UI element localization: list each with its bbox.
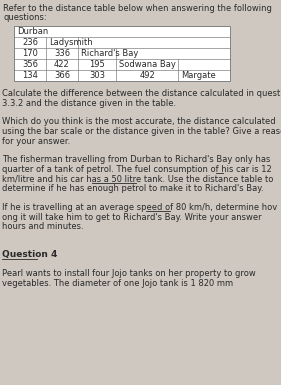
Text: km/litre and his car has a 50 litre tank. Use the distance table to: km/litre and his car has a 50 litre tank… [2,174,273,184]
Text: 336: 336 [54,49,70,58]
Text: 195: 195 [89,60,105,69]
Text: Richard's Bay: Richard's Bay [81,49,138,58]
Text: If he is travelling at an average speed of 80 km/h, determine hov: If he is travelling at an average speed … [2,203,277,212]
Text: questions:: questions: [3,13,47,22]
Text: ong it will take him to get to Richard's Bay. Write your answer: ong it will take him to get to Richard's… [2,213,262,221]
Text: 366: 366 [54,71,70,80]
Text: The fisherman travelling from Durban to Richard's Bay only has: The fisherman travelling from Durban to … [2,156,270,164]
Text: determine if he has enough petrol to make it to Richard's Bay.: determine if he has enough petrol to mak… [2,184,264,193]
Text: 422: 422 [54,60,70,69]
Text: 3.3.2 and the distance given in the table.: 3.3.2 and the distance given in the tabl… [2,99,176,107]
Text: 170: 170 [22,49,38,58]
Text: Sodwana Bay: Sodwana Bay [119,60,176,69]
Text: 236: 236 [22,38,38,47]
Text: for your answer.: for your answer. [2,137,70,146]
Text: quarter of a tank of petrol. The fuel consumption of his car is 12: quarter of a tank of petrol. The fuel co… [2,165,272,174]
Text: using the bar scale or the distance given in the table? Give a reaso: using the bar scale or the distance give… [2,127,281,136]
Text: 134: 134 [22,71,38,80]
Text: vegetables. The diameter of one Jojo tank is 1 820 mm: vegetables. The diameter of one Jojo tan… [2,279,233,288]
Bar [14,26,230,81]
Text: 492: 492 [139,71,155,80]
Text: Question 4: Question 4 [2,251,57,259]
Text: Which do you think is the most accurate, the distance calculated: Which do you think is the most accurate,… [2,117,276,127]
Text: hours and minutes.: hours and minutes. [2,222,84,231]
Text: 356: 356 [22,60,38,69]
Text: Margate: Margate [181,71,216,80]
Text: Ladysmith: Ladysmith [49,38,93,47]
Text: 303: 303 [89,71,105,80]
Text: Refer to the distance table below when answering the following: Refer to the distance table below when a… [3,4,272,13]
Text: Calculate the difference between the distance calculated in questio: Calculate the difference between the dis… [2,89,281,98]
Text: Durban: Durban [17,27,48,36]
Text: Pearl wants to install four Jojo tanks on her property to grow: Pearl wants to install four Jojo tanks o… [2,270,256,278]
